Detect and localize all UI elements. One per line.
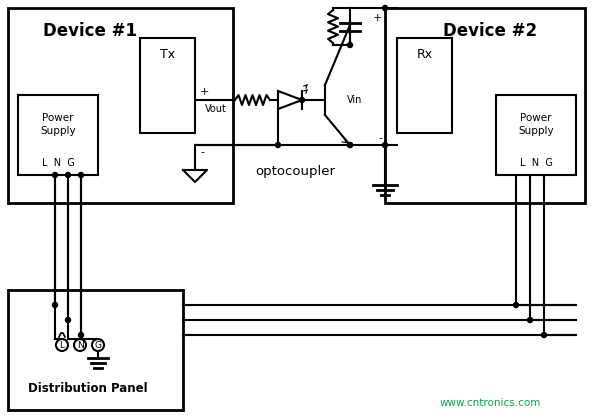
Text: www.cntronics.com: www.cntronics.com [439,398,540,408]
Circle shape [66,173,70,178]
Circle shape [53,303,57,308]
Circle shape [79,173,83,178]
Circle shape [53,173,57,178]
Circle shape [348,43,352,48]
Bar [496,95,576,175]
Text: Power
Supply: Power Supply [40,113,76,136]
Circle shape [92,339,104,351]
Text: -: - [200,147,204,157]
Circle shape [300,97,304,102]
Text: +: + [372,13,382,23]
Circle shape [542,332,546,337]
Text: Vin: Vin [347,95,362,105]
Text: L  N  G: L N G [520,158,552,168]
Text: Vout: Vout [205,104,227,114]
Circle shape [348,143,352,148]
Circle shape [275,143,281,148]
Text: Device #1: Device #1 [43,22,137,40]
Text: Power
Supply: Power Supply [518,113,554,136]
Bar [18,95,98,175]
Circle shape [56,339,68,351]
Text: Distribution Panel: Distribution Panel [28,382,148,395]
Text: L: L [60,341,65,349]
Circle shape [513,303,519,308]
Circle shape [66,318,70,323]
Text: N: N [76,341,83,349]
Text: Rx: Rx [416,48,433,61]
Text: +: + [200,87,210,97]
Bar [140,38,195,133]
Bar [8,8,233,203]
Circle shape [74,339,86,351]
Text: -: - [378,133,382,143]
Text: Tx: Tx [160,48,175,61]
Bar [397,38,452,133]
Circle shape [348,143,352,148]
Circle shape [382,143,388,148]
Circle shape [382,5,388,10]
Text: Device #2: Device #2 [443,22,537,40]
Circle shape [79,332,83,337]
Bar [385,8,585,203]
Circle shape [527,318,532,323]
Bar [8,290,183,410]
Text: L  N  G: L N G [41,158,75,168]
Text: optocoupler: optocoupler [255,165,335,178]
Text: G: G [95,341,101,349]
